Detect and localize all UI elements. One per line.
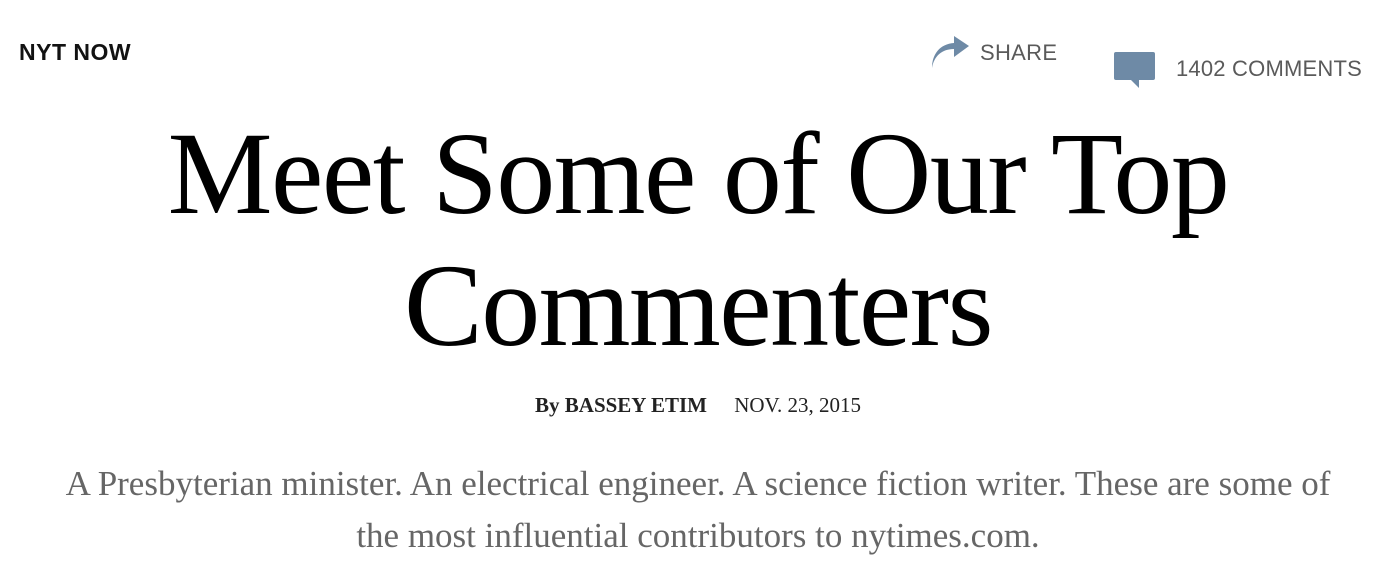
- article-summary: A Presbyterian minister. An electrical e…: [65, 464, 1331, 555]
- byline: By BASSEY ETIM NOV. 23, 2015: [0, 391, 1396, 419]
- byline-prefix: By: [535, 393, 560, 417]
- share-button[interactable]: SHARE: [928, 36, 1057, 70]
- article-headline: Meet Some of Our Top Commenters: [167, 108, 1230, 371]
- byline-author-link[interactable]: BASSEY ETIM: [564, 393, 707, 417]
- comment-bubble-icon: [1114, 52, 1156, 90]
- share-arrow-icon: [928, 36, 970, 70]
- comments-button[interactable]: 1402 COMMENTS: [1114, 52, 1362, 90]
- publish-date: NOV. 23, 2015: [734, 393, 861, 417]
- brand-logo[interactable]: NYT NOW: [19, 39, 132, 65]
- comments-count-label: 1402 COMMENTS: [1176, 56, 1362, 81]
- share-label: SHARE: [980, 40, 1058, 65]
